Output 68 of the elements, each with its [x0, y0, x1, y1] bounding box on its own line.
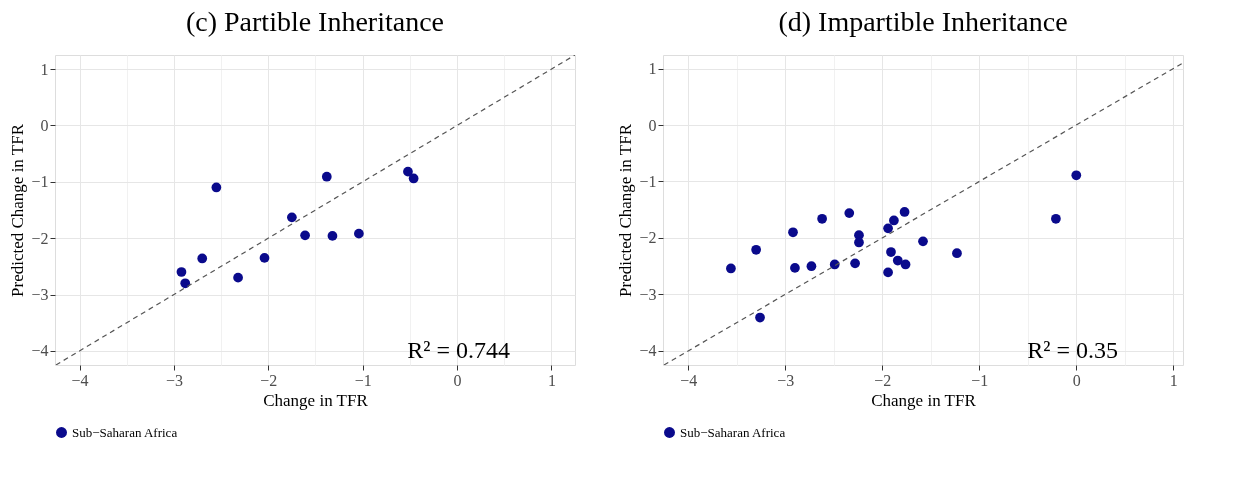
- point: [1051, 213, 1061, 224]
- y-tick-label: 1: [40, 60, 49, 78]
- x-tick-label: −2: [260, 371, 278, 389]
- point: [790, 263, 800, 273]
- annotation: R² = 0.35: [1027, 337, 1118, 363]
- point: [751, 244, 762, 255]
- point: [300, 230, 310, 241]
- x-tick-label: 0: [1072, 371, 1081, 389]
- point: [403, 166, 413, 177]
- x-tick-label: 0: [453, 371, 462, 389]
- x-tick-label: −1: [971, 371, 989, 389]
- y-tick-label: −3: [639, 285, 657, 303]
- y-tick-label: −4: [31, 342, 49, 360]
- x-tick-label: −3: [165, 371, 183, 389]
- y-axis-title: Predicted Change in TFR: [8, 123, 28, 297]
- x-axis-title: Change in TFR: [871, 390, 977, 410]
- chart-title: (d) Impartible Inheritance: [778, 6, 1068, 37]
- point: [197, 253, 208, 264]
- point: [354, 228, 364, 239]
- legend-label: Sub−Saharan Africa: [680, 424, 786, 440]
- y-tick-label: 1: [648, 60, 657, 78]
- y-tick-label: −2: [31, 229, 49, 247]
- x-tick-label: 1: [547, 371, 556, 389]
- x-tick-label: −2: [874, 371, 892, 389]
- point: [900, 259, 911, 270]
- point: [321, 171, 332, 182]
- point: [889, 215, 899, 226]
- point: [899, 207, 910, 217]
- point: [1071, 170, 1082, 181]
- x-axis-title: Change in TFR: [263, 390, 369, 410]
- y-tick-label: −2: [639, 229, 657, 247]
- point: [788, 227, 798, 238]
- point: [886, 247, 896, 257]
- point: [806, 261, 817, 272]
- point: [854, 237, 864, 248]
- point: [180, 278, 191, 289]
- legend-label: Sub−Saharan Africa: [72, 424, 178, 440]
- point: [850, 258, 860, 269]
- point: [211, 182, 222, 193]
- x-tick-label: −4: [71, 371, 89, 389]
- point: [726, 263, 736, 274]
- point: [408, 173, 419, 184]
- point: [844, 208, 855, 218]
- point: [755, 312, 765, 323]
- point: [327, 231, 338, 241]
- point: [952, 248, 962, 259]
- x-tick-label: −3: [777, 371, 795, 389]
- y-tick-label: −1: [639, 172, 657, 190]
- x-tick-label: 1: [1169, 371, 1178, 389]
- y-tick-label: −3: [31, 286, 49, 304]
- point: [892, 255, 903, 266]
- y-axis-title: Predicted Change in TFR: [616, 123, 636, 297]
- point: [259, 253, 270, 263]
- chart-title: (c) Partible Inheritance: [185, 6, 445, 37]
- y-tick-label: −4: [639, 342, 657, 360]
- x-tick-label: −4: [680, 371, 698, 389]
- annotation: R² = 0.744: [407, 337, 510, 363]
- point: [817, 213, 827, 224]
- point: [883, 267, 893, 278]
- y-tick-label: 0: [648, 116, 657, 134]
- y-tick-label: −1: [31, 173, 49, 191]
- y-tick-label: 0: [40, 116, 49, 134]
- x-tick-label: −1: [354, 371, 372, 389]
- point: [918, 236, 928, 247]
- point: [287, 212, 297, 223]
- point: [883, 223, 893, 234]
- point: [233, 272, 243, 283]
- point: [176, 267, 187, 277]
